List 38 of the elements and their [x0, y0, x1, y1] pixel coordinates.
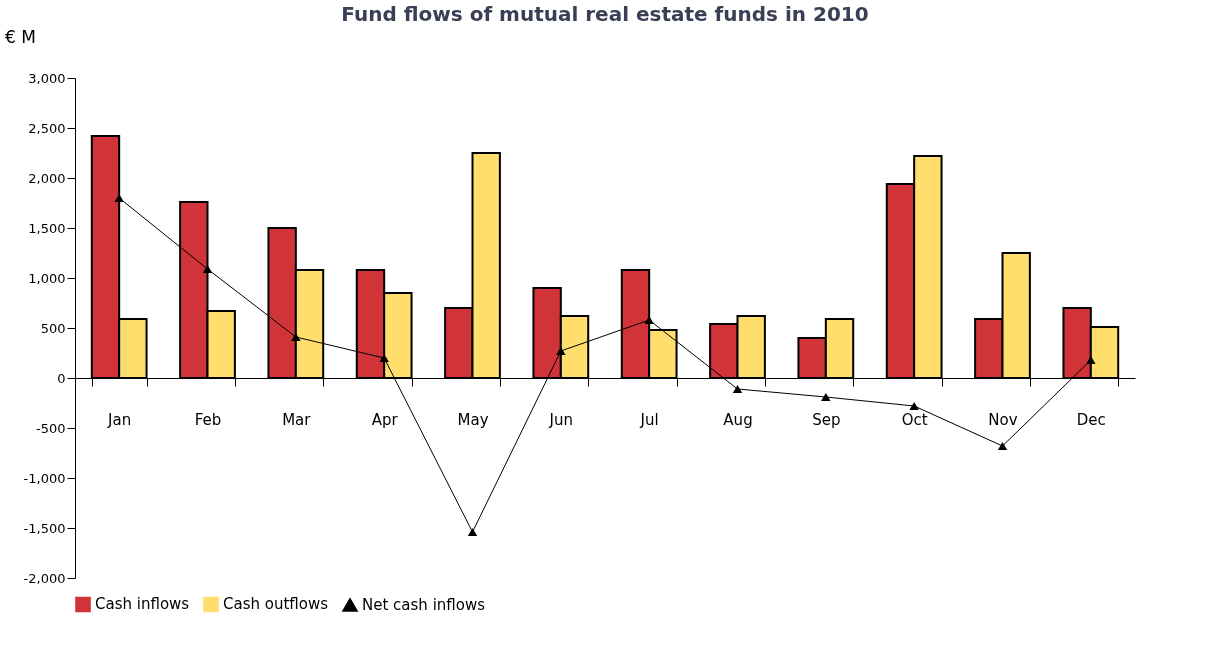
x-tick-label: Mar [282, 410, 312, 429]
point [821, 392, 831, 402]
point [644, 315, 654, 325]
point [909, 401, 919, 411]
x-tick-label: Aug [723, 410, 753, 429]
x-tick-label: Jun [548, 410, 574, 429]
x-tick-label: Sep [812, 410, 841, 429]
point [1086, 355, 1096, 365]
legend-label: Net cash inflows [362, 595, 486, 614]
x-tick-label: Apr [371, 410, 399, 429]
y-tick-label: 2,500 [28, 120, 66, 136]
point [997, 441, 1008, 451]
x-tick-label: Feb [194, 410, 222, 429]
point [114, 193, 124, 203]
x-tick-label: Dec [1076, 410, 1106, 429]
y-tick-label: -1,500 [23, 520, 66, 536]
y-tick-label: 2,000 [28, 170, 66, 186]
point [732, 384, 743, 394]
y-tick-label: 1,500 [28, 220, 66, 236]
y-tick-label: -500 [35, 420, 66, 436]
x-tick-label: Jul [639, 410, 659, 429]
x-tick-label: Jan [107, 410, 132, 429]
y-tick-label: -1,000 [23, 470, 66, 486]
legend-label: Cash outflows [223, 595, 329, 614]
point [556, 346, 566, 356]
y-tick-label: -2,000 [23, 570, 66, 586]
x-tick-label: Oct [901, 410, 928, 429]
x-tick-label: May [457, 410, 489, 429]
y-tick-label: 0 [57, 370, 66, 386]
y-tick-label: 1,000 [28, 270, 66, 286]
chart-title: Fund flows of mutual real estate funds in 2010 [341, 2, 869, 26]
legend-label: Cash inflows [95, 595, 190, 614]
y-tick-label: 3,000 [28, 70, 66, 86]
x-tick-label: Nov [988, 410, 1018, 429]
point [291, 332, 301, 342]
y-tick-label: 500 [40, 320, 66, 336]
point [467, 527, 478, 537]
y-axis-title: € M [5, 27, 36, 47]
